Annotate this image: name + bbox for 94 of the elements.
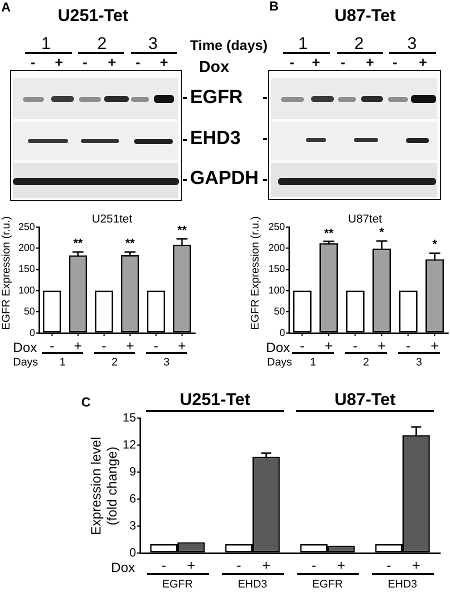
annotation: ** [73, 236, 83, 252]
text: + [366, 54, 374, 70]
text: EHD3 [190, 128, 241, 150]
text: 2 [111, 356, 118, 370]
text: U251-Tet [58, 6, 128, 26]
text: 2 [354, 34, 364, 54]
y-tick-label: 0 [29, 328, 36, 339]
y-tick-label: 150 [18, 264, 36, 276]
text: 2 [362, 356, 370, 370]
text: U87-Tet [334, 6, 396, 26]
y-tick-label: 6 [129, 491, 136, 506]
text: Dox [266, 340, 290, 356]
chart-title: U87tet [348, 213, 382, 227]
y-axis-title: Expression level (fold change) [88, 436, 120, 538]
y-tick-label: 12 [122, 437, 136, 452]
annotation: * [379, 225, 384, 240]
text: 1 [41, 34, 51, 54]
series-label: + [187, 556, 196, 574]
text: - [392, 54, 398, 70]
x-tick-label: EGFR [162, 578, 193, 591]
y-tick-label: 200 [268, 242, 286, 254]
y-axis-title: EGFR Expression (r.u.) [0, 216, 13, 330]
y-tick-label: 250 [18, 222, 36, 233]
x-tick-label: - [352, 337, 358, 354]
text: + [160, 54, 168, 70]
text: 3 [148, 34, 158, 54]
text: A [1, 0, 11, 16]
y-tick-label: 50 [274, 306, 286, 318]
y-tick-label: 15 [122, 410, 136, 424]
y-axis-title: EGFR Expression (r.u.) [250, 216, 262, 330]
text: + [54, 54, 64, 70]
text: + [412, 556, 420, 573]
text: 2 [97, 34, 107, 54]
x-tick-label: - [154, 337, 159, 354]
chart-title: U251tet [92, 213, 132, 227]
y-tick-label: 0 [279, 328, 286, 339]
x-tick-label: + [126, 337, 134, 354]
text: + [108, 54, 116, 70]
x-tick-label: + [378, 337, 386, 354]
text: U87-Tet [334, 390, 396, 410]
text: + [262, 556, 270, 573]
y-tick-label: 100 [268, 285, 286, 296]
text: - [30, 54, 36, 70]
text: C [81, 394, 91, 410]
text: + [312, 54, 320, 70]
x-tick-label: + [324, 337, 333, 354]
annotation: * [432, 237, 438, 252]
y-tick-label: 50 [24, 306, 36, 318]
text: - [136, 54, 140, 70]
x-tick-label: EHD3 [388, 578, 418, 591]
x-tick-label: + [430, 337, 439, 354]
text: 1 [298, 34, 308, 54]
text: 3 [163, 356, 170, 370]
text: - [290, 54, 294, 70]
series-label: - [161, 556, 166, 574]
x-tick-label: + [74, 337, 82, 354]
text: 3 [407, 34, 417, 54]
text: B [269, 0, 279, 14]
text: GAPDH [190, 168, 259, 190]
x-tick-label: EGFR [312, 578, 343, 591]
y-tick-label: 200 [18, 242, 36, 254]
text: - [311, 556, 316, 573]
text: - [236, 556, 242, 573]
x-tick-label: + [178, 337, 186, 354]
annotation: ** [324, 226, 334, 240]
x-tick-label: - [300, 337, 305, 354]
text: Days [267, 356, 292, 370]
text: - [82, 54, 88, 70]
annotation: ** [177, 223, 187, 238]
text: - [340, 54, 346, 70]
y-tick-label: 9 [129, 464, 136, 478]
text: + [418, 54, 428, 70]
y-tick-label: 0 [129, 545, 136, 560]
text: 1 [59, 356, 66, 370]
y-tick-label: 3 [129, 518, 136, 532]
y-tick-label: 150 [268, 264, 286, 276]
text: Dox [13, 340, 38, 356]
text: Dox [111, 560, 136, 576]
text: 1 [310, 356, 316, 370]
text: Time (days) [190, 36, 268, 54]
x-tick-label: - [102, 337, 107, 354]
text: EGFR [190, 87, 243, 109]
annotation: ** [125, 236, 135, 252]
text: U251-Tet [180, 390, 250, 410]
text: Days [13, 356, 38, 370]
y-tick-label: 100 [18, 285, 36, 296]
x-tick-label: EHD3 [238, 578, 268, 591]
text: + [337, 556, 346, 573]
x-tick-label: - [50, 337, 55, 354]
x-tick-label: - [406, 337, 411, 354]
text: Dox [199, 58, 230, 78]
text: - [386, 556, 392, 573]
y-tick-label: 250 [268, 222, 286, 233]
text: 3 [416, 356, 422, 370]
